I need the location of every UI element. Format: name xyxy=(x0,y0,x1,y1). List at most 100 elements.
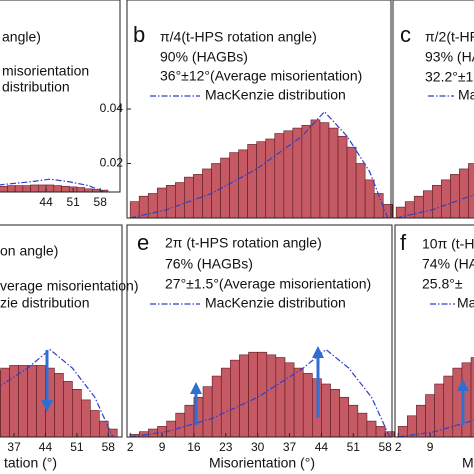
x-tick-label: 51 xyxy=(347,440,361,454)
bar xyxy=(193,174,203,219)
panel-text: angle) xyxy=(2,29,41,45)
x-tick-label: 9 xyxy=(427,440,434,454)
legend-label: Ma xyxy=(457,295,474,311)
x-tick-label: 9 xyxy=(159,440,166,454)
bar xyxy=(256,141,267,219)
x-tick-label: 44 xyxy=(315,440,329,454)
bar xyxy=(330,388,340,438)
arrows xyxy=(41,346,469,425)
panel: zie distribution 37 44 51 58 on angle) verage … xyxy=(0,224,139,471)
panel-text: 76% (HAGBs) xyxy=(165,256,253,272)
bar xyxy=(72,388,82,438)
bar xyxy=(175,412,186,438)
panel: Ma c π/2(t-HP 93% (HA 32.2°±1 xyxy=(392,0,474,219)
x-tick-label: 58 xyxy=(378,440,392,454)
mackenzie-line xyxy=(130,348,391,438)
panel-text: 32.2°±1 xyxy=(425,69,474,85)
x-tick-label: 51 xyxy=(70,440,84,454)
panel-frame xyxy=(126,224,393,438)
bar xyxy=(432,185,442,219)
bar xyxy=(301,125,312,219)
x-tick-label: 58 xyxy=(102,440,116,454)
x-tick-label: 30 xyxy=(251,440,265,454)
bar xyxy=(166,420,177,438)
bar xyxy=(434,383,445,438)
x-tick-label: 23 xyxy=(219,440,233,454)
panel-text: 90% (HAGBs) xyxy=(160,49,248,65)
x-tick-label: 51 xyxy=(66,195,80,209)
bar xyxy=(175,182,185,219)
panel-label: b xyxy=(133,22,145,47)
panel-text: 10π (t-H xyxy=(422,236,474,252)
bar xyxy=(166,185,176,219)
mackenzie-line xyxy=(130,110,389,219)
bar xyxy=(319,122,330,219)
panel-text: verage misorientation) xyxy=(0,278,139,294)
bar xyxy=(63,381,73,438)
panel: MacKenzie distribution 0.02 0.04 b π/4(t-HPS… xyxy=(100,0,393,219)
legend-label: MacKenzie distribution xyxy=(205,87,346,103)
panel-label: c xyxy=(400,22,411,47)
bar xyxy=(184,176,194,219)
mackenzie-line xyxy=(0,178,105,193)
panel-frame xyxy=(392,0,474,219)
x-tick-label: 58 xyxy=(94,195,108,209)
panel-text: 93% (HA xyxy=(425,49,474,65)
x-tick-label: 44 xyxy=(39,440,53,454)
bar xyxy=(238,149,248,219)
panel: Ma 2 9 f 10π (t-H 74% (HA 25.8°± M xyxy=(394,224,474,471)
bar xyxy=(441,179,451,219)
bar xyxy=(76,187,86,193)
bar xyxy=(366,420,377,438)
x-axis-label: Misorientation (°) xyxy=(209,455,315,471)
x-tick-label: 44 xyxy=(39,195,53,209)
panel-label: f xyxy=(400,230,407,255)
bar xyxy=(18,365,28,438)
bar xyxy=(364,179,375,219)
bar xyxy=(247,144,257,219)
bar xyxy=(211,163,221,219)
bar xyxy=(357,412,368,438)
panel-text: π/2(t-HP xyxy=(425,29,474,45)
x-tick-label: 16 xyxy=(187,440,201,454)
panel-text: 36°±12°(Average misorientation) xyxy=(160,68,362,84)
bar xyxy=(239,354,249,438)
bar xyxy=(0,185,8,193)
panel-text: 74% (HA xyxy=(422,256,474,272)
bar xyxy=(416,404,426,438)
bar xyxy=(0,367,10,438)
bar xyxy=(452,367,463,438)
bar xyxy=(450,174,460,219)
panel-text: misorientation xyxy=(2,63,89,79)
bar xyxy=(30,184,39,193)
bar xyxy=(202,386,213,438)
bar xyxy=(328,127,339,219)
bar xyxy=(147,193,158,219)
bar xyxy=(406,415,417,438)
bar xyxy=(425,394,435,438)
x-tick-label: 37 xyxy=(7,440,21,454)
panel-text: 2π (t-HPS rotation angle) xyxy=(165,235,322,251)
bar xyxy=(184,404,195,438)
bar xyxy=(302,373,313,438)
bar xyxy=(14,185,24,193)
bar xyxy=(38,184,47,193)
legend-label: zie distribution xyxy=(0,295,90,311)
bar xyxy=(275,357,286,438)
legend-label: distribution xyxy=(2,79,70,95)
bar xyxy=(375,426,386,438)
bar xyxy=(248,351,258,438)
x-tick-label: 2 xyxy=(127,440,134,454)
bar xyxy=(211,375,222,438)
bar xyxy=(470,357,474,438)
y-tick-label: 0.04 xyxy=(100,101,124,115)
panel-frame xyxy=(394,224,474,438)
y-tick-label: 0.02 xyxy=(100,156,124,170)
bar xyxy=(346,146,357,219)
bar xyxy=(7,185,16,193)
mackenzie-line xyxy=(0,348,114,438)
bar xyxy=(339,396,350,438)
